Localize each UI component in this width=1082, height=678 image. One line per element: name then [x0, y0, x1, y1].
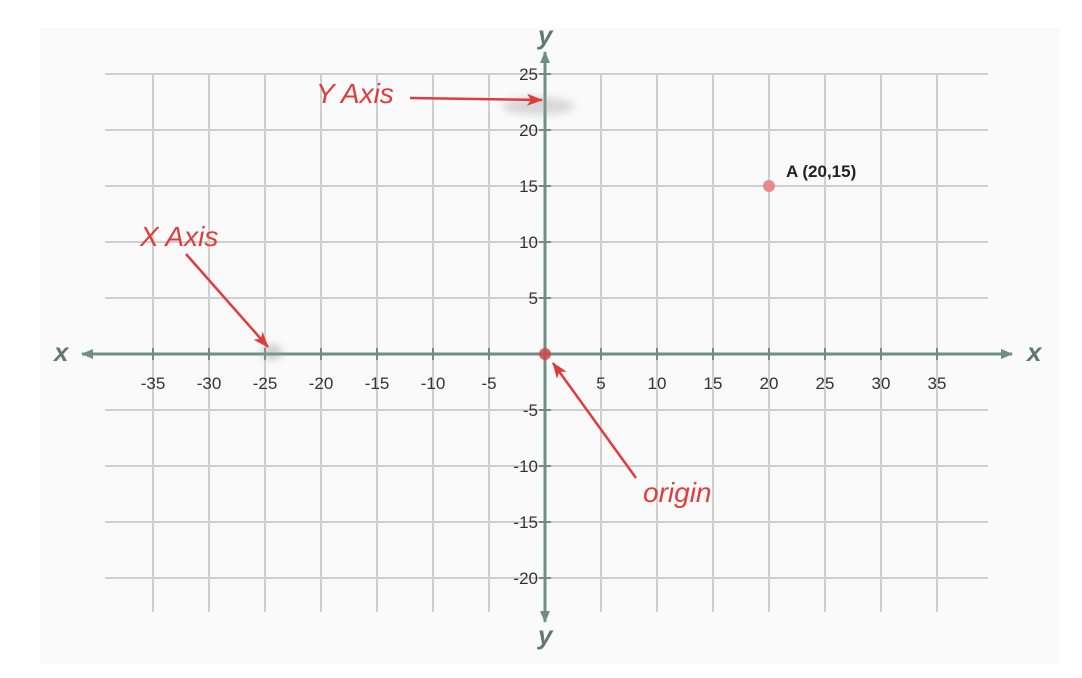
y-tick-label: -15 [513, 513, 538, 532]
x-tick-label: -15 [365, 374, 390, 393]
x-axis-arrow-shadow [262, 344, 282, 360]
tick-labels: -35 -30 -25 -20 -15 -10 -5 5 10 15 20 25 30 35 25 20 15 1… [141, 65, 947, 588]
x-tick-label: 20 [760, 374, 779, 393]
x-tick-label: -5 [481, 374, 496, 393]
y-tick-label: 15 [519, 177, 538, 196]
x-tick-label: 15 [704, 374, 723, 393]
x-tick-label: -35 [141, 374, 166, 393]
x-tick-label: -25 [253, 374, 278, 393]
x-tick-label: -20 [309, 374, 334, 393]
y-axis-callout: Y Axis [316, 78, 394, 109]
y-tick-label: -5 [523, 401, 538, 420]
axes [81, 51, 1013, 623]
origin-callout: origin [643, 477, 711, 508]
plot-background [40, 28, 1060, 664]
x-tick-label: 25 [816, 374, 835, 393]
y-tick-label: -20 [513, 569, 538, 588]
y-tick-label: -10 [513, 457, 538, 476]
x-axis-callout-arrow [185, 253, 269, 348]
origin-point [539, 348, 551, 360]
x-tick-label: 30 [872, 374, 891, 393]
y-axis-callout-arrow [409, 93, 543, 106]
y-tick-label: 20 [519, 121, 538, 140]
points: A (20,15) [539, 162, 856, 360]
point-a [763, 180, 775, 192]
y-axis-letter-top: y [536, 20, 554, 50]
y-tick-label: 25 [519, 65, 538, 84]
y-tick-label: 10 [519, 233, 538, 252]
x-tick-label: 10 [648, 374, 667, 393]
x-tick-label: 35 [928, 374, 947, 393]
origin-callout-arrow [551, 362, 638, 479]
x-axis-letter-right: x [1025, 337, 1043, 367]
x-axis-letter-left: x [52, 337, 70, 367]
point-a-label: A (20,15) [786, 162, 856, 181]
y-tick-label: 5 [529, 289, 538, 308]
x-tick-label: 5 [596, 374, 605, 393]
x-tick-label: -10 [421, 374, 446, 393]
x-tick-label: -30 [197, 374, 222, 393]
x-axis-callout: X Axis [139, 221, 218, 252]
y-axis-letter-bottom: y [536, 620, 554, 650]
y-axis-arrow-shadow [502, 97, 574, 115]
